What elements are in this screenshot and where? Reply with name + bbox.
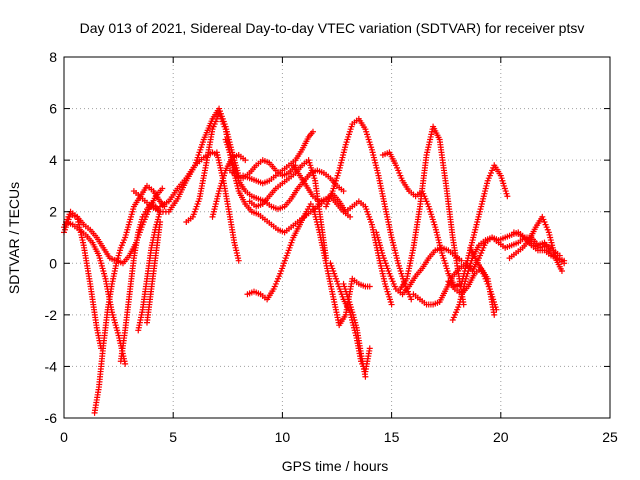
data-point [458, 257, 465, 264]
y-axis-label: SDTVAR / TECUs [6, 182, 22, 294]
data-point [493, 306, 500, 313]
data-point [558, 268, 565, 275]
y-tick-label: 0 [49, 255, 57, 271]
data-point [347, 213, 354, 220]
y-tick-label: -2 [45, 307, 58, 323]
data-points [61, 105, 568, 416]
y-tick-label: -4 [45, 358, 58, 374]
y-tick-label: 8 [49, 49, 57, 65]
data-point [388, 301, 395, 308]
data-point [159, 185, 166, 192]
data-point [491, 311, 498, 318]
y-tick-label: 4 [49, 152, 57, 168]
y-tick-label: 6 [49, 101, 57, 117]
data-point [309, 128, 316, 135]
data-point [362, 373, 369, 380]
x-tick-label: 25 [602, 429, 618, 445]
data-point [340, 188, 347, 195]
data-point [235, 257, 242, 264]
data-point [242, 157, 249, 164]
data-point [561, 260, 568, 267]
axis-ticks: -6 -4 -2 0 2 4 6 8 0 5 10 15 20 25 [45, 49, 618, 445]
data-point [157, 219, 164, 226]
y-tick-label: -6 [45, 410, 58, 426]
data-point [122, 360, 129, 367]
y-tick-label: 2 [49, 204, 57, 220]
data-point [366, 283, 373, 290]
x-tick-label: 10 [275, 429, 291, 445]
data-point [504, 193, 511, 200]
x-tick-label: 0 [60, 429, 68, 445]
data-point [366, 345, 373, 352]
x-tick-label: 15 [384, 429, 400, 445]
x-axis-label: GPS time / hours [282, 458, 389, 474]
x-tick-label: 5 [169, 429, 177, 445]
chart-title: Day 013 of 2021, Sidereal Day-to-day VTE… [80, 20, 585, 36]
data-point [408, 296, 415, 303]
x-tick-label: 20 [493, 429, 509, 445]
plot-frame [63, 56, 611, 419]
data-point [556, 252, 563, 259]
